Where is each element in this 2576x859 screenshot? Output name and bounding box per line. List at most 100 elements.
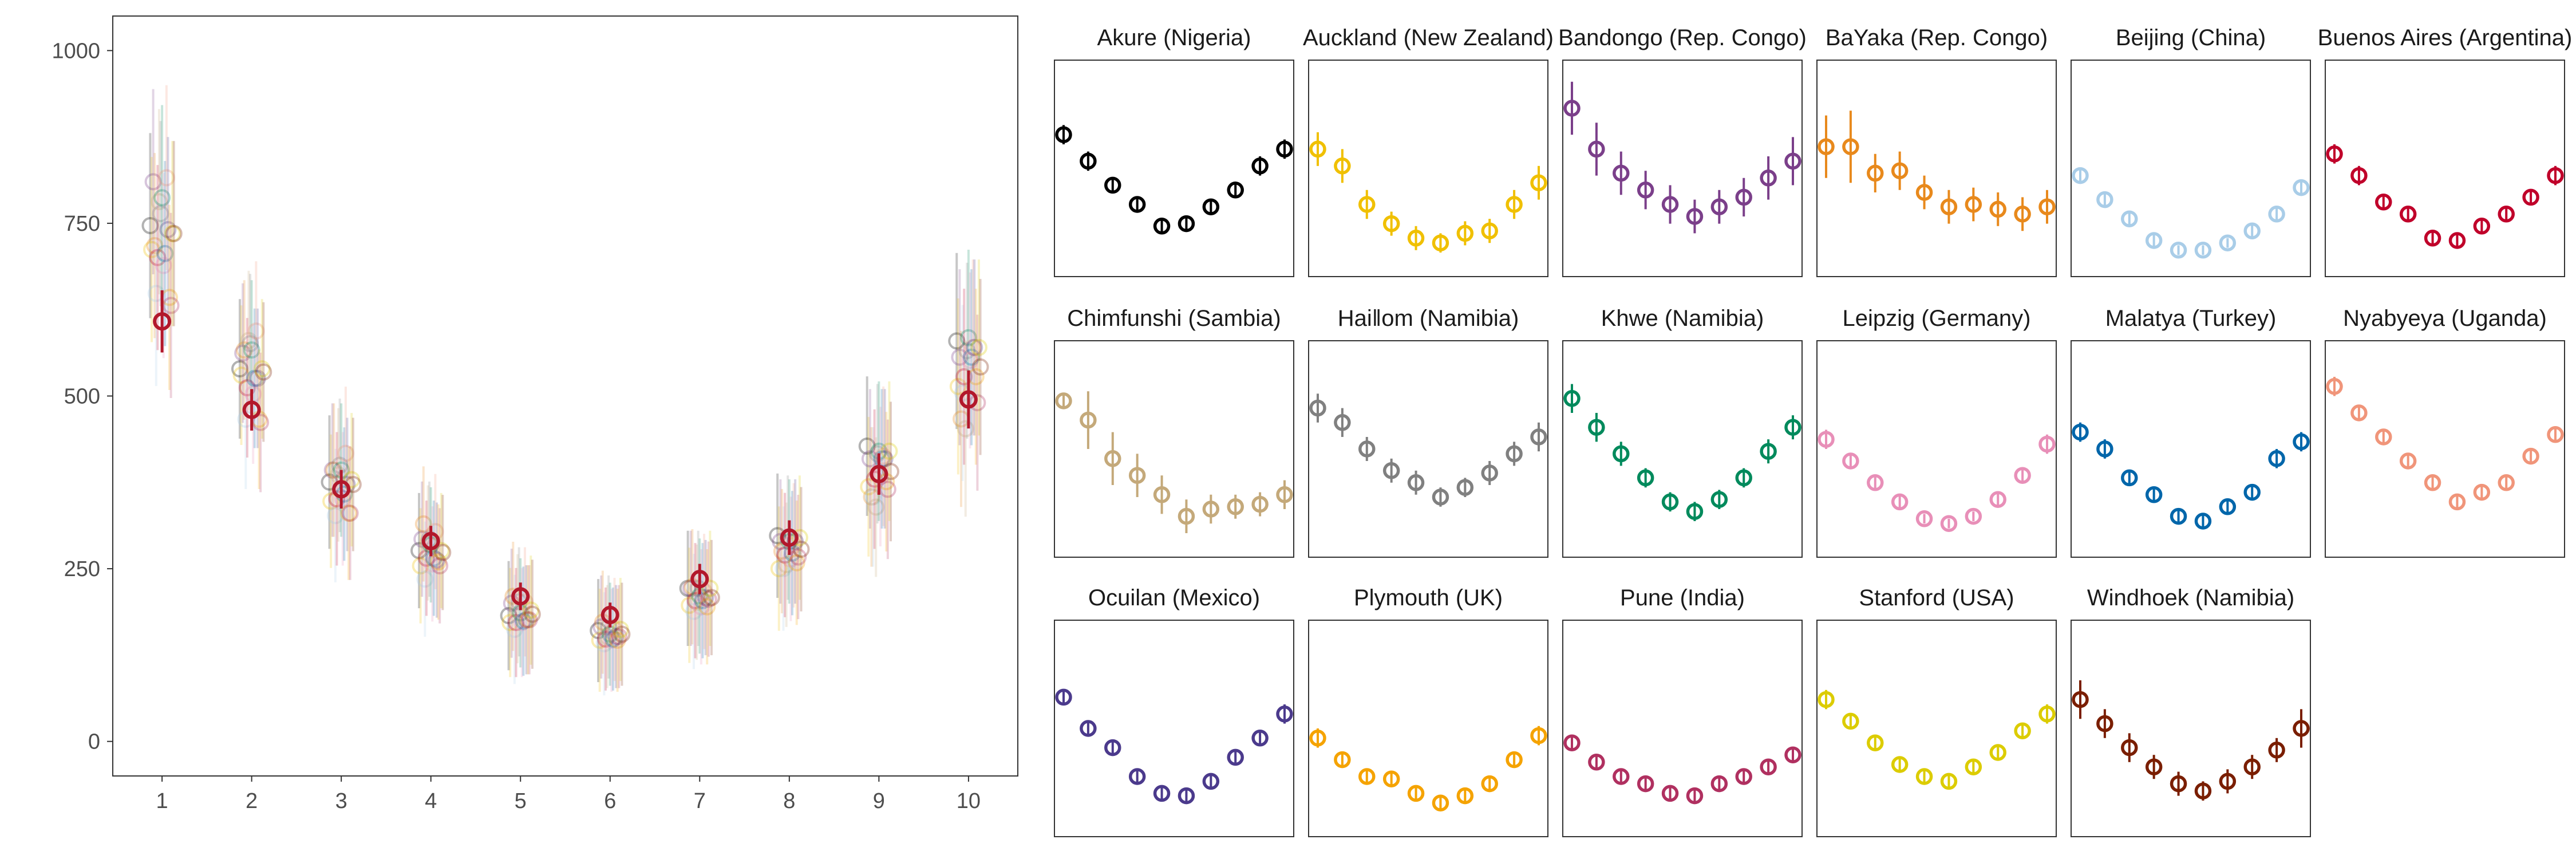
facet-title: Khwe (Namibia) <box>1601 306 1764 331</box>
site-point <box>964 338 982 356</box>
facet-point <box>1456 479 1474 496</box>
facet-point <box>2194 242 2212 259</box>
site-point <box>519 611 537 629</box>
facet-point <box>1661 785 1679 802</box>
facet-point <box>1710 198 1728 215</box>
site-point <box>414 515 432 533</box>
facet-point <box>1842 138 1859 155</box>
facet-point <box>2326 145 2343 163</box>
site-point <box>686 592 704 609</box>
facet-point <box>1818 138 1835 155</box>
facet-title: Leipzig (Germany) <box>1842 306 2030 331</box>
site-point <box>590 622 607 640</box>
facet-point <box>2375 428 2392 446</box>
facet-point <box>1530 428 1547 446</box>
facet-point <box>2121 739 2138 756</box>
y-tick-label: 250 <box>64 557 100 581</box>
site-point <box>863 488 880 506</box>
facet-point <box>1309 399 1326 417</box>
facet-point <box>1735 469 1752 487</box>
facet-point <box>2145 232 2163 249</box>
site-point <box>775 559 792 577</box>
facet-title: Beijing (China) <box>2116 25 2266 50</box>
facet-point <box>2014 467 2031 484</box>
facet-point <box>1637 182 1654 199</box>
facet-panel: Plymouth (UK) <box>1308 585 1548 837</box>
facet-point <box>2399 452 2417 470</box>
site-point <box>425 549 442 567</box>
facet-point <box>1965 507 1982 525</box>
site-point <box>523 605 541 623</box>
site-point <box>149 249 167 266</box>
facet-point <box>1784 746 1801 763</box>
facet-point <box>1153 486 1171 503</box>
site-point <box>689 580 707 597</box>
facet-title: Buenos Aires (Argentina) <box>2318 25 2573 50</box>
site-point <box>600 618 618 636</box>
site-point <box>685 602 702 620</box>
facet-point <box>2096 715 2113 732</box>
facet-point <box>2219 234 2237 251</box>
facet-point <box>1637 469 1654 487</box>
facet-point <box>1358 768 1376 785</box>
facet-panel: Auckland (New Zealand) <box>1303 25 1554 277</box>
facet-point <box>1309 730 1326 747</box>
facet-point <box>2498 206 2515 223</box>
facet-point <box>1588 754 1605 771</box>
site-point <box>144 173 162 191</box>
site-point <box>147 285 165 302</box>
overall-point <box>780 528 799 547</box>
site-point <box>343 471 361 488</box>
facet-point <box>1818 691 1835 708</box>
site-point <box>609 631 626 649</box>
site-point <box>681 596 698 614</box>
site-point <box>770 559 788 577</box>
facet-title: Pune (India) <box>1620 585 1745 610</box>
facet-point <box>2522 188 2539 206</box>
facet-point <box>1128 467 1146 484</box>
site-point <box>595 635 613 653</box>
facet-point <box>1686 787 1704 805</box>
site-point <box>165 224 183 242</box>
facet-border <box>2071 340 2311 558</box>
site-point <box>234 344 252 362</box>
site-point <box>613 625 631 643</box>
facet-border <box>2071 620 2311 837</box>
facet-point <box>1227 748 1244 766</box>
facet-point <box>2072 691 2089 708</box>
facet-point <box>1382 462 1400 479</box>
facet-point <box>1251 495 1269 513</box>
site-point <box>247 322 265 340</box>
facet-point <box>2014 206 2031 223</box>
facet-point <box>1506 196 1523 213</box>
facet-point <box>2547 426 2564 443</box>
facet-border <box>1054 340 1294 558</box>
facet-point <box>1128 196 1146 213</box>
site-point <box>598 628 616 645</box>
facet-point <box>1382 215 1400 233</box>
site-point <box>253 360 271 378</box>
site-point <box>867 498 885 516</box>
site-point <box>949 377 967 395</box>
facet-point <box>1104 739 1121 756</box>
site-point <box>240 332 258 349</box>
site-point <box>694 592 712 609</box>
facet-point <box>1818 431 1835 448</box>
site-point <box>702 589 720 606</box>
site-point <box>157 169 175 187</box>
facet-point <box>2219 773 2237 790</box>
site-point <box>141 216 159 234</box>
site-point <box>432 542 450 559</box>
facet-point <box>2522 447 2539 465</box>
facet-point <box>1178 215 1195 233</box>
site-point <box>788 554 805 572</box>
facet-point <box>1989 744 2006 761</box>
facet-point <box>1760 758 1777 775</box>
site-point <box>428 551 446 569</box>
facet-title: Akure (Nigeria) <box>1097 25 1251 50</box>
facet-border <box>1054 620 1294 837</box>
facet-point <box>1104 450 1121 467</box>
site-point <box>242 335 259 353</box>
facet-point <box>2350 404 2368 421</box>
facet-point <box>2268 742 2285 759</box>
